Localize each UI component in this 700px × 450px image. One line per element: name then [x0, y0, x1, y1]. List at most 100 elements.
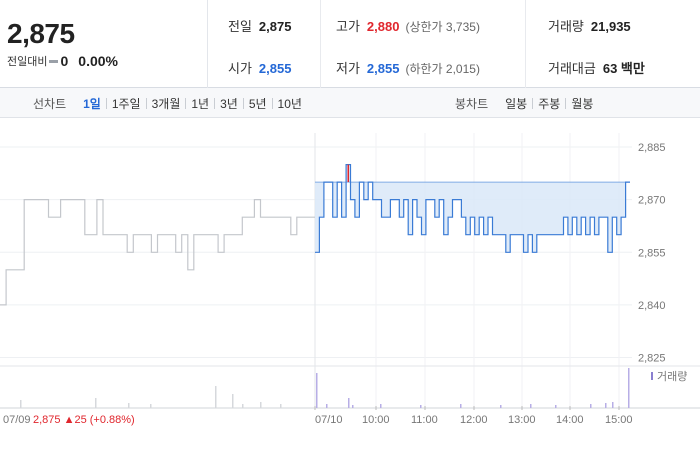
volume-area	[20, 368, 630, 408]
today-fill	[315, 164, 630, 253]
period-tab[interactable]: 5년	[248, 96, 267, 111]
prev-day-line	[0, 199, 315, 306]
divider	[525, 0, 526, 88]
volume-bar	[260, 402, 262, 408]
volume-bar	[316, 373, 318, 408]
y-tick-label: 2,840	[638, 300, 666, 312]
divider	[145, 97, 147, 109]
volume-bar	[612, 402, 614, 408]
volume-bar	[215, 386, 217, 408]
volume-bar	[380, 404, 382, 408]
candle-tab-monthly[interactable]: 월봉	[571, 96, 594, 111]
quote-summary: 2,875 전일대비 0 0.00% 전일 2,875 고가 2,880 (상한…	[0, 0, 700, 88]
line-chart-periods: 선차트 1일 1주일 3개월 1년 3년 5년 10년	[33, 88, 307, 118]
divider	[214, 97, 216, 109]
stat-prev-close: 전일 2,875	[228, 16, 291, 35]
stat-high: 고가 2,880 (상한가 3,735)	[336, 16, 480, 35]
stat-value: 2,875	[258, 19, 292, 34]
change-value: 0	[60, 53, 69, 69]
price-series	[0, 164, 630, 306]
x-tick-label: 10:00	[362, 414, 390, 426]
stat-open: 시가 2,855	[228, 58, 291, 77]
stat-trade-value: 거래대금 63 백만	[548, 58, 645, 77]
candle-chart-title: 봉차트	[455, 96, 489, 111]
prev-day-date: 07/09	[3, 414, 31, 426]
period-tab[interactable]: 3년	[220, 96, 238, 111]
price-chart-svg: 2,885 2,870 2,855 2,840 2,825 07/10 10:00 11:0…	[0, 133, 700, 426]
volume-bar	[326, 404, 328, 408]
line-chart-title: 선차트	[33, 96, 67, 111]
candle-tab-daily[interactable]: 일봉	[505, 96, 528, 111]
volume-bar	[242, 404, 244, 408]
divider	[271, 97, 273, 109]
stat-value: 2,855	[366, 61, 400, 76]
volume-bar	[500, 405, 502, 408]
volume-bar	[352, 405, 354, 408]
stat-value: 2,880	[366, 19, 400, 34]
stat-value: 2,855	[258, 61, 292, 76]
volume-bar	[555, 405, 557, 408]
x-tick-label: 15:00	[605, 414, 633, 426]
stat-label: 거래대금	[548, 61, 596, 76]
volume-bar	[95, 398, 97, 408]
divider	[320, 0, 321, 88]
volume-bar	[530, 404, 532, 408]
change-label: 전일대비	[7, 56, 48, 68]
volume-legend: 거래량	[651, 370, 687, 383]
divider	[565, 97, 567, 109]
prev-day-summary: 2,875 ▲25 (+0.88%)	[33, 414, 135, 426]
x-tick-label: 14:00	[556, 414, 584, 426]
volume-bar	[128, 403, 130, 408]
volume-bar	[232, 394, 234, 408]
y-tick-label: 2,825	[638, 352, 666, 364]
divider	[185, 97, 187, 109]
candle-chart-periods: 봉차트 일봉 주봉 월봉	[455, 88, 598, 118]
stat-sub: (하한가 2,015)	[405, 62, 480, 76]
y-tick-label: 2,855	[638, 247, 666, 259]
change-percent: 0.00%	[78, 53, 118, 69]
x-tick-label: 07/10	[315, 414, 343, 426]
period-tab[interactable]: 10년	[277, 96, 302, 111]
volume-bar	[280, 404, 282, 408]
y-axis-ticks: 2,885 2,870 2,855 2,840 2,825	[638, 142, 666, 364]
x-tick-label: 12:00	[460, 414, 488, 426]
divider	[105, 97, 107, 109]
chart-toolbar: 선차트 1일 1주일 3개월 1년 3년 5년 10년 봉차트 일봉 주봉 월봉	[0, 88, 700, 118]
stat-label: 전일	[228, 19, 252, 34]
stats-panel: 전일 2,875 고가 2,880 (상한가 3,735) 거래량 21,935…	[208, 0, 700, 88]
volume-bar	[605, 403, 607, 408]
volume-bar	[460, 404, 462, 408]
volume-bar	[590, 404, 592, 408]
volume-bar	[348, 398, 350, 408]
stat-volume: 거래량 21,935	[548, 16, 631, 35]
volume-legend-swatch	[651, 372, 653, 380]
stat-value: 21,935	[590, 19, 631, 34]
period-tab[interactable]: 1년	[191, 96, 210, 111]
period-tab[interactable]: 1일	[83, 96, 101, 111]
stat-sub: (상한가 3,735)	[405, 20, 480, 34]
candle-tab-weekly[interactable]: 주봉	[538, 96, 561, 111]
price-box: 2,875 전일대비 0 0.00%	[0, 0, 208, 88]
divider	[242, 97, 244, 109]
volume-bar	[150, 404, 152, 408]
stat-label: 거래량	[548, 19, 584, 34]
y-tick-label: 2,870	[638, 195, 666, 207]
y-tick-label: 2,885	[638, 142, 666, 154]
today-line	[315, 164, 630, 253]
period-tab[interactable]: 1주일	[111, 96, 141, 111]
x-axis-ticks: 07/10 10:00 11:00 12:00 13:00 14:00 15:00	[314, 406, 633, 426]
price-chart[interactable]: 2,885 2,870 2,855 2,840 2,825 07/10 10:00 11:0…	[0, 118, 700, 450]
stat-value: 63 백만	[602, 61, 645, 76]
stat-label: 시가	[228, 61, 252, 76]
stat-low: 저가 2,855 (하한가 2,015)	[336, 58, 480, 77]
period-tab[interactable]: 3개월	[151, 96, 181, 111]
divider	[532, 97, 534, 109]
volume-bar	[20, 400, 22, 408]
volume-bar	[628, 368, 630, 408]
x-tick-label: 11:00	[411, 414, 438, 426]
volume-legend-label: 거래량	[657, 370, 687, 383]
current-price: 2,875	[7, 18, 75, 49]
x-tick-label: 13:00	[508, 414, 536, 426]
volume-bar	[420, 405, 422, 408]
stat-label: 저가	[336, 61, 360, 76]
